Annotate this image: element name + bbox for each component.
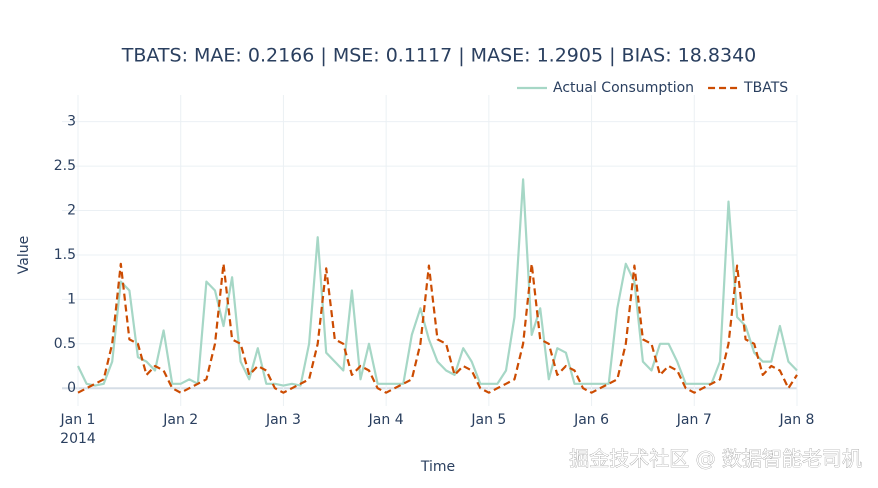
x-axis-title: Time — [420, 459, 455, 475]
watermark: 掘金技术社区 @ 数据智能老司机 — [569, 447, 862, 471]
y-tick-label: 1.5 — [54, 247, 76, 263]
x-tick-label: Jan 4 — [368, 412, 404, 428]
y-axis-title: Value — [16, 236, 32, 274]
y-tick-label: 2.5 — [54, 158, 76, 174]
legend-label: Actual Consumption — [553, 80, 694, 96]
legend-label: TBATS — [743, 80, 788, 96]
y-tick-label: 0.5 — [54, 336, 76, 352]
series-line — [77, 262, 798, 394]
x-tick-label: Jan 5 — [470, 412, 506, 428]
y-tick-label: 0 — [67, 380, 76, 396]
x-tick-label: Jan 1 — [60, 412, 96, 428]
x-year-label: 2014 — [60, 431, 96, 447]
x-tick-label: Jan 8 — [779, 412, 815, 428]
chart-title: TBATS: MAE: 0.2166 | MSE: 0.1117 | MASE:… — [121, 45, 757, 67]
x-tick-label: Jan 3 — [265, 412, 301, 428]
y-tick-label: 1 — [67, 291, 76, 307]
x-tick-label: Jan 2 — [162, 412, 198, 428]
y-tick-label: 3 — [67, 114, 76, 130]
y-tick-label: 2 — [67, 203, 76, 219]
x-tick-label: Jan 6 — [573, 412, 609, 428]
x-tick-label: Jan 7 — [676, 412, 712, 428]
